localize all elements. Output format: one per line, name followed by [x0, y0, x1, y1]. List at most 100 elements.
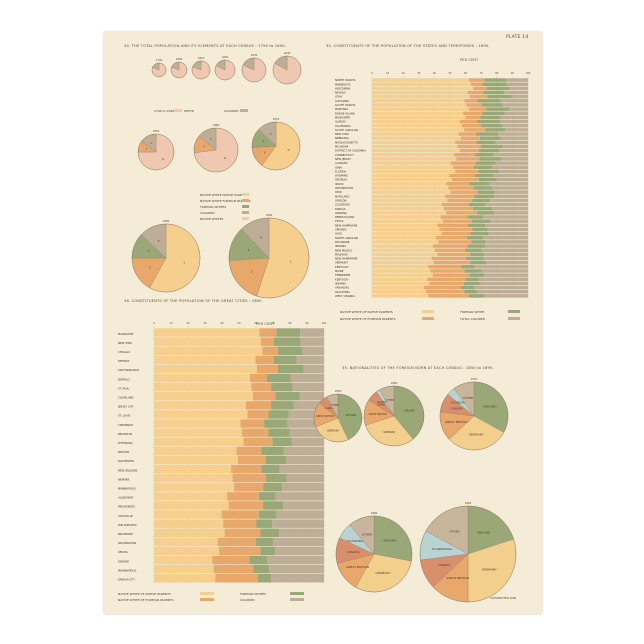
- total-pie-10-slice-label-0: 1: [290, 259, 292, 263]
- foreign-pie-3-slice-label-0: IRELAND: [383, 539, 397, 543]
- cities-bar-7-seg-2: [275, 392, 300, 401]
- cities-bar-19-seg-2: [263, 501, 284, 510]
- states-bar-5-seg-3: [500, 99, 528, 103]
- states-legend-col: TOTAL COLORED: [460, 317, 486, 321]
- cities-bar-19-seg-3: [283, 501, 324, 510]
- states-bar-5-seg-0: [372, 99, 465, 103]
- states-bar-29-seg-2: [472, 198, 491, 203]
- states-bar-34-seg-2: [471, 219, 491, 223]
- states-category-11: CALIFORNIA: [335, 124, 351, 128]
- states-bar-51-seg-0: [372, 289, 426, 294]
- total-pie-5-outline: [272, 55, 302, 85]
- states-bar-33-seg-0: [372, 215, 441, 219]
- states-bar-4-seg-3: [511, 94, 528, 99]
- states-bar-50-seg-3: [474, 285, 528, 290]
- foreign-pie-1-slice-label-3: CANADA: [377, 404, 388, 407]
- states-bar-4-seg-1: [469, 94, 488, 99]
- states-category-20: ALABAMA: [335, 161, 348, 165]
- total-pie-8-outline: [251, 121, 301, 171]
- states-category-19: NEW JERSEY: [335, 157, 351, 161]
- states-category-48: KENTUCKY: [335, 277, 349, 281]
- states-bar-41-seg-3: [481, 248, 528, 252]
- cities-bar-21-seg-2: [256, 519, 273, 528]
- states-bar-13-seg-2: [475, 132, 499, 136]
- cities-bar-25-seg-1: [212, 555, 250, 565]
- states-bar-46-seg-2: [465, 269, 482, 273]
- cities-bar-10-seg-3: [287, 419, 324, 428]
- states-bar-0-seg-0: [372, 78, 469, 82]
- foreign-pie-2-slice-label-1: GERMANY: [469, 433, 484, 437]
- states-bar-25-seg-0: [372, 182, 447, 186]
- cities-bar-0-seg-1: [259, 328, 277, 337]
- cities-bar-20-seg-0: [154, 510, 222, 519]
- cities-category-21: PHILADELPHIA: [118, 523, 137, 527]
- states-category-50: ARKANSAS: [335, 286, 349, 290]
- states-tick-3: 30: [417, 72, 421, 75]
- cities-bar-16-seg-2: [265, 473, 287, 483]
- states-category-43: NEW HAMPSHIRE: [335, 257, 358, 261]
- foreign-pie-3-slice-label-5: OTHER: [362, 532, 372, 536]
- states-bar-30-seg-2: [468, 202, 486, 207]
- states-bar-3-seg-0: [372, 90, 468, 95]
- cities-bar-23-seg-0: [154, 537, 218, 547]
- states-bar-49-seg-3: [479, 281, 528, 286]
- states-bar-43-seg-3: [483, 256, 528, 261]
- states-category-25: IDAHO: [335, 182, 343, 186]
- total-pie-year-10: 1890: [266, 213, 273, 217]
- states-bar-36-seg-0: [372, 227, 440, 232]
- foreign-pie-1-slice-label-4: SCANDINAVIA: [377, 401, 394, 404]
- states-bar-33-seg-3: [483, 215, 528, 219]
- states-category-10: ILLINOIS: [335, 120, 346, 124]
- states-bar-27-seg-2: [477, 190, 495, 194]
- cities-bar-21-seg-3: [272, 519, 324, 528]
- cities-legend-swatch-fw: [290, 592, 304, 595]
- foreign-pie-2-slice-label-3: CANADA: [450, 407, 464, 411]
- states-bar-37-seg-3: [488, 231, 528, 236]
- states-category-39: DELAWARE: [335, 240, 350, 244]
- states-bar-31-seg-0: [372, 206, 444, 211]
- states-bar-47-seg-0: [372, 273, 433, 277]
- states-legend-swatch-col: [508, 317, 520, 320]
- states-bar-11-seg-2: [481, 123, 503, 128]
- foreign-pie-4-outline: [419, 505, 517, 603]
- states-tick-10: 100: [526, 72, 531, 75]
- states-bar-45-seg-0: [372, 265, 429, 269]
- total-pie-year-2: 1810: [198, 56, 205, 60]
- cities-bar-24-seg-2: [260, 546, 276, 556]
- foreign-pie-4-slice-label-1: GERMANY: [482, 568, 497, 572]
- states-bar-26-seg-1: [448, 186, 474, 190]
- foreign-pie-0-slice-label-4: OTHER: [331, 404, 340, 407]
- states-bar-32-seg-0: [372, 211, 447, 215]
- states-bar-0-seg-2: [484, 78, 507, 82]
- foreign-pie-1-slice-label-1: GERMANY: [383, 431, 396, 434]
- states-legend-swatch-fw: [508, 310, 520, 313]
- states-bar-25-seg-3: [489, 182, 528, 186]
- cities-bar-0-seg-2: [276, 328, 301, 337]
- states-bar-30-seg-3: [485, 202, 528, 207]
- total-pie-9-outline: [131, 223, 201, 293]
- legend-mid-1: NATIVE WHITE FOREIGN PARENTS: [200, 199, 251, 203]
- cities-bar-6-seg-0: [154, 382, 252, 392]
- states-category-17: DISTRICT OF COLUMBIA: [335, 149, 366, 153]
- states-bar-26-seg-2: [473, 186, 493, 190]
- states-bar-49-seg-1: [429, 281, 464, 286]
- states-bar-46-seg-0: [372, 269, 431, 273]
- cities-bar-14-seg-0: [154, 455, 239, 465]
- cities-category-16: NEWARK: [118, 477, 130, 481]
- title-cities: 36. CONSTITUENTS OF THE POPULATION OF TH…: [124, 299, 264, 303]
- states-bar-52-seg-0: [372, 294, 429, 298]
- states-bar-17-seg-2: [478, 148, 500, 153]
- states-bar-43-seg-2: [466, 256, 484, 261]
- legend-mid-3: COLORED: [200, 211, 215, 215]
- cities-bar-16-seg-0: [154, 473, 233, 483]
- cities-bar-25-seg-0: [154, 555, 213, 565]
- cities-bar-6-seg-3: [292, 382, 324, 392]
- states-bar-17-seg-1: [459, 148, 479, 153]
- total-pie-6-slice-label-0: N: [162, 158, 164, 161]
- states-bar-2-seg-1: [473, 86, 487, 91]
- states-bar-44-seg-3: [486, 260, 528, 265]
- total-pie-year-7: 1860: [213, 123, 220, 127]
- cities-bar-18-seg-1: [227, 492, 259, 501]
- total-pie-9-slice-label-2: 3: [148, 249, 150, 253]
- foreign-pie-0-outline: [313, 393, 363, 443]
